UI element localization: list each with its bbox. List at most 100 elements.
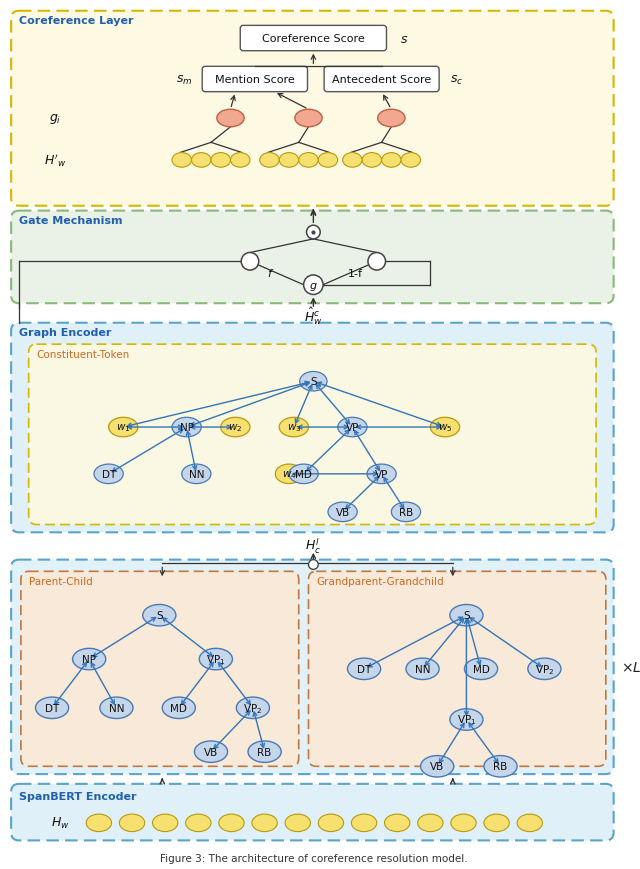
Ellipse shape <box>94 465 124 484</box>
FancyBboxPatch shape <box>11 323 614 533</box>
Ellipse shape <box>528 659 561 680</box>
Ellipse shape <box>241 253 259 271</box>
Ellipse shape <box>236 697 269 719</box>
Ellipse shape <box>199 648 232 670</box>
FancyBboxPatch shape <box>11 784 614 840</box>
Text: VP: VP <box>346 422 359 433</box>
Ellipse shape <box>381 154 401 168</box>
Ellipse shape <box>186 814 211 832</box>
Text: SpanBERT Encoder: SpanBERT Encoder <box>19 791 136 800</box>
Ellipse shape <box>182 465 211 484</box>
Ellipse shape <box>318 814 344 832</box>
Text: $w_4$: $w_4$ <box>282 468 296 481</box>
Ellipse shape <box>406 659 439 680</box>
Ellipse shape <box>348 659 381 680</box>
Ellipse shape <box>195 741 228 762</box>
Ellipse shape <box>484 814 509 832</box>
Ellipse shape <box>295 110 322 128</box>
Text: DT: DT <box>357 664 371 674</box>
Text: Constituent-Token: Constituent-Token <box>36 349 130 360</box>
Ellipse shape <box>219 814 244 832</box>
Text: $w_5$: $w_5$ <box>438 421 452 434</box>
Text: NN: NN <box>109 703 124 713</box>
Ellipse shape <box>318 154 338 168</box>
Ellipse shape <box>401 154 420 168</box>
Ellipse shape <box>307 226 320 240</box>
Text: DT: DT <box>102 469 116 480</box>
Text: MD: MD <box>170 703 188 713</box>
Ellipse shape <box>279 418 308 437</box>
Text: $s_m$: $s_m$ <box>177 73 193 86</box>
Text: VP$_1$: VP$_1$ <box>206 653 225 667</box>
Ellipse shape <box>143 605 176 627</box>
Text: 1-f: 1-f <box>348 269 363 279</box>
Ellipse shape <box>418 814 443 832</box>
Text: VB: VB <box>204 746 218 757</box>
Text: RB: RB <box>399 507 413 517</box>
Ellipse shape <box>430 418 460 437</box>
Text: NP: NP <box>82 654 96 664</box>
Ellipse shape <box>517 814 543 832</box>
Text: MD: MD <box>295 469 312 480</box>
Ellipse shape <box>100 697 133 719</box>
Text: $w_3$: $w_3$ <box>287 421 301 434</box>
Text: $H^l_c$: $H^l_c$ <box>305 535 321 555</box>
Ellipse shape <box>163 697 195 719</box>
Text: S: S <box>463 611 470 620</box>
Ellipse shape <box>450 605 483 627</box>
Ellipse shape <box>303 275 323 295</box>
Ellipse shape <box>86 814 111 832</box>
Text: VP$_2$: VP$_2$ <box>535 662 554 676</box>
Text: $H_w$: $H_w$ <box>51 815 69 831</box>
Ellipse shape <box>172 418 201 437</box>
FancyBboxPatch shape <box>240 26 387 51</box>
Text: DT: DT <box>45 703 60 713</box>
Text: MD: MD <box>472 664 490 674</box>
Text: NN: NN <box>189 469 204 480</box>
Text: NN: NN <box>415 664 430 674</box>
Ellipse shape <box>275 465 303 484</box>
Text: VP$_1$: VP$_1$ <box>457 713 476 726</box>
Text: VB: VB <box>430 761 444 772</box>
Ellipse shape <box>152 814 178 832</box>
Ellipse shape <box>368 253 385 271</box>
Ellipse shape <box>328 502 357 522</box>
Text: NP: NP <box>180 422 194 433</box>
Ellipse shape <box>289 465 318 484</box>
Text: S: S <box>310 377 317 387</box>
Text: Graph Encoder: Graph Encoder <box>19 328 111 338</box>
Text: Coreference Score: Coreference Score <box>262 34 365 44</box>
Ellipse shape <box>391 502 420 522</box>
Ellipse shape <box>191 154 211 168</box>
Ellipse shape <box>367 465 396 484</box>
Ellipse shape <box>279 154 299 168</box>
FancyBboxPatch shape <box>308 572 606 766</box>
Ellipse shape <box>252 814 277 832</box>
Ellipse shape <box>72 648 106 670</box>
Ellipse shape <box>451 814 476 832</box>
FancyBboxPatch shape <box>324 67 439 93</box>
Text: $H'_w$: $H'_w$ <box>44 152 66 169</box>
Text: g: g <box>310 281 317 290</box>
Ellipse shape <box>385 814 410 832</box>
FancyBboxPatch shape <box>21 572 299 766</box>
Text: $s$: $s$ <box>400 32 408 45</box>
Ellipse shape <box>285 814 310 832</box>
Ellipse shape <box>211 154 230 168</box>
Text: Parent-Child: Parent-Child <box>29 576 92 587</box>
Text: $w_1$: $w_1$ <box>116 421 131 434</box>
Ellipse shape <box>378 110 405 128</box>
Text: $w_2$: $w_2$ <box>228 421 243 434</box>
FancyBboxPatch shape <box>11 12 614 207</box>
Ellipse shape <box>230 154 250 168</box>
Ellipse shape <box>338 418 367 437</box>
Text: RB: RB <box>493 761 508 772</box>
Text: $g_i$: $g_i$ <box>49 112 61 126</box>
Ellipse shape <box>300 372 327 392</box>
Text: Figure 3: The architecture of coreference resolution model.: Figure 3: The architecture of coreferenc… <box>159 853 467 863</box>
Text: S: S <box>156 611 163 620</box>
Ellipse shape <box>260 154 279 168</box>
Text: $\times L$: $\times L$ <box>621 660 640 674</box>
Text: Antecedent Score: Antecedent Score <box>332 75 431 85</box>
Ellipse shape <box>35 697 68 719</box>
